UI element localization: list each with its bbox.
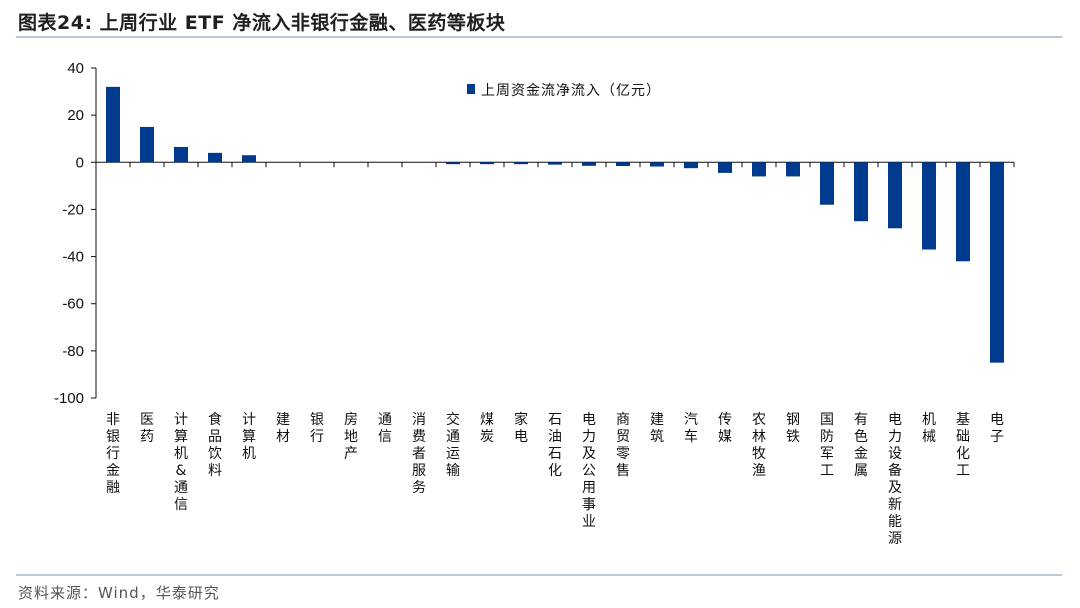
x-tick-label: 电子: [990, 412, 1004, 445]
bar: [752, 162, 766, 177]
bar: [718, 162, 732, 173]
chart-title: 图表24: 上周行业 ETF 净流入非银行金融、医药等板块: [18, 8, 505, 35]
y-tick-label: -80: [62, 343, 84, 360]
x-tick-label: 计算机: [242, 412, 256, 462]
x-tick-label: 银行: [310, 412, 324, 445]
bar: [990, 162, 1004, 363]
y-tick-label: 40: [67, 60, 84, 77]
x-tick-label: 国防军工: [820, 412, 834, 479]
x-tick-label: 消费者服务: [412, 412, 426, 496]
x-tick-label: 医药: [140, 412, 154, 445]
bar: [922, 162, 936, 250]
bar: [140, 126, 154, 163]
x-tick-label: 家电: [514, 411, 528, 445]
x-tick-label: 商贸零售: [616, 412, 630, 479]
bar: [582, 162, 596, 166]
x-tick-label: 非银行金融: [106, 412, 120, 496]
bar: [208, 152, 222, 163]
x-tick-label: 基础化工: [956, 411, 970, 479]
bar: [480, 162, 494, 165]
bar: [106, 86, 120, 163]
x-tick-label: 钢铁: [786, 412, 800, 445]
x-tick-label: 建材: [276, 412, 290, 445]
x-tick-label: 电力设备及新能源: [888, 412, 902, 547]
x-tick-label: 通信: [378, 412, 392, 445]
bar: [956, 162, 970, 262]
bar-chart: 40 20 0 -20 -40 -60 -80 -100 非银行金融 医药 计算机&通信 食品饮料 计算…: [54, 60, 1015, 547]
bottom-rule: [16, 574, 1062, 576]
bar: [548, 162, 562, 165]
bar: [446, 162, 460, 165]
x-tick-label: 有色金属: [854, 412, 868, 479]
x-tick-label: 交通运输: [446, 411, 460, 479]
bar: [174, 146, 188, 163]
x-tick-label: 煤炭: [480, 412, 494, 445]
bar: [684, 162, 698, 169]
bar: [786, 162, 800, 177]
bar: [616, 162, 630, 167]
y-tick-label: -20: [62, 201, 84, 218]
x-tick-label: 传媒: [718, 412, 732, 445]
bar: [242, 155, 256, 163]
source-note: 资料来源：Wind，华泰研究: [18, 584, 220, 602]
top-rule: [16, 36, 1062, 38]
x-tick-label: 农林牧渔: [752, 412, 766, 479]
legend-swatch: [467, 84, 475, 94]
x-tick-label: 食品饮料: [208, 411, 222, 479]
y-tick-label: -60: [62, 296, 84, 313]
y-tick-label: -100: [54, 390, 84, 407]
bar: [820, 162, 834, 205]
title-text: 上周行业 ETF 净流入非银行金融、医药等板块: [99, 12, 506, 34]
y-tick-label: 0: [76, 154, 84, 171]
bar: [854, 162, 868, 222]
x-tick-label: 房地产: [344, 412, 358, 462]
x-tick-label: 电力及公用事业: [582, 412, 596, 530]
x-tick-label: 计算机&通信: [174, 412, 188, 513]
bar: [514, 162, 528, 165]
bar: [888, 162, 902, 229]
x-tick-label: 石油石化: [548, 412, 562, 479]
y-tick-label: 20: [67, 107, 84, 124]
bar: [650, 162, 664, 167]
x-tick-label: 建筑: [650, 412, 664, 445]
x-tick-label: 机械: [922, 412, 936, 445]
legend-label: 上周资金流净流入（亿元）: [481, 83, 661, 99]
x-tick-label: 汽车: [684, 412, 698, 445]
y-tick-label: -40: [62, 249, 84, 266]
title-prefix: 图表24:: [18, 12, 93, 34]
